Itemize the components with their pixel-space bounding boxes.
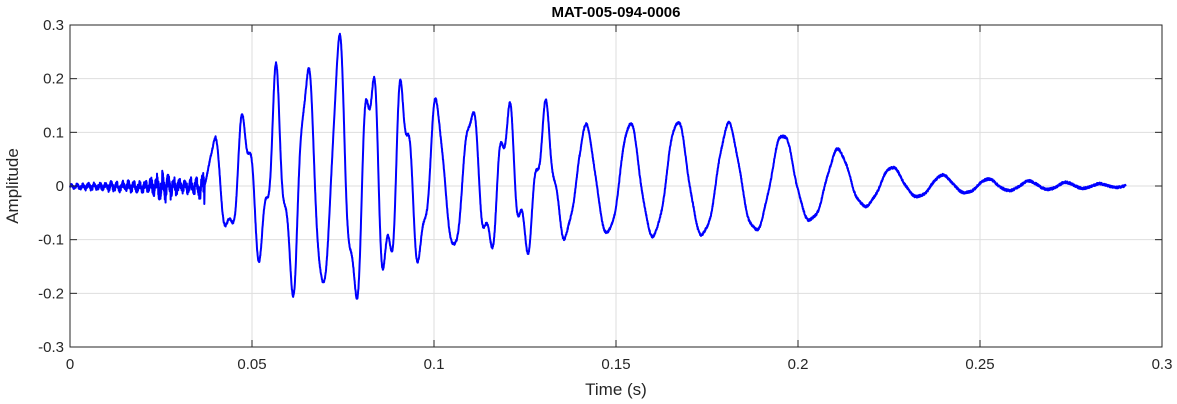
y-tick-label: 0.1: [43, 124, 64, 141]
y-tick-label: 0.3: [43, 17, 64, 34]
x-tick-label: 0.3: [1152, 356, 1173, 373]
y-tick-label: 0: [56, 178, 64, 195]
chart-title: MAT-005-094-0006: [552, 4, 681, 21]
plot-area: [69, 32, 1127, 300]
y-axis-label: Amplitude: [3, 148, 22, 224]
y-tick-label: -0.2: [38, 285, 64, 302]
waveform-line: [69, 32, 1127, 300]
y-tick-label: -0.1: [38, 232, 64, 249]
y-tick-label: -0.3: [38, 339, 64, 356]
x-tick-label: 0.15: [601, 356, 630, 373]
x-axis-label: Time (s): [585, 380, 647, 399]
x-tick-label: 0.2: [788, 356, 809, 373]
x-tick-label: 0.25: [965, 356, 994, 373]
x-tick-label: 0.1: [424, 356, 445, 373]
y-tick-label: 0.2: [43, 71, 64, 88]
tick-labels: 0 0.05 0.1 0.15 0.2 0.25 0.3 -0.3 -0.2 -0.1 0 0.1 0.…: [38, 17, 1172, 373]
axes: [69, 24, 1163, 348]
x-tick-label: 0.05: [237, 356, 266, 373]
x-tick-label: 0: [66, 356, 74, 373]
